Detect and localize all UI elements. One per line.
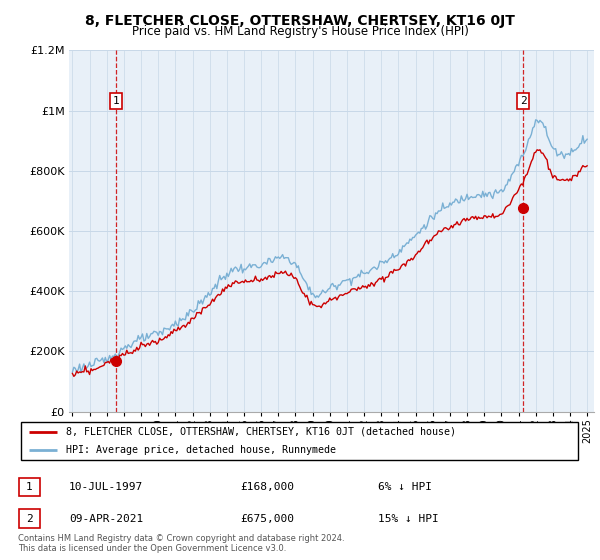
Text: £168,000: £168,000 [240, 482, 294, 492]
Text: HPI: Average price, detached house, Runnymede: HPI: Average price, detached house, Runn… [66, 445, 336, 455]
Text: 15% ↓ HPI: 15% ↓ HPI [378, 514, 439, 524]
Text: Price paid vs. HM Land Registry's House Price Index (HPI): Price paid vs. HM Land Registry's House … [131, 25, 469, 38]
Text: 6% ↓ HPI: 6% ↓ HPI [378, 482, 432, 492]
Text: 8, FLETCHER CLOSE, OTTERSHAW, CHERTSEY, KT16 0JT (detached house): 8, FLETCHER CLOSE, OTTERSHAW, CHERTSEY, … [66, 427, 456, 437]
Text: 09-APR-2021: 09-APR-2021 [69, 514, 143, 524]
Text: 1: 1 [26, 482, 33, 492]
FancyBboxPatch shape [19, 510, 40, 528]
Text: £675,000: £675,000 [240, 514, 294, 524]
FancyBboxPatch shape [21, 422, 578, 460]
FancyBboxPatch shape [19, 478, 40, 496]
Text: Contains HM Land Registry data © Crown copyright and database right 2024.
This d: Contains HM Land Registry data © Crown c… [18, 534, 344, 553]
Text: 1: 1 [112, 96, 119, 106]
Text: 10-JUL-1997: 10-JUL-1997 [69, 482, 143, 492]
Text: 8, FLETCHER CLOSE, OTTERSHAW, CHERTSEY, KT16 0JT: 8, FLETCHER CLOSE, OTTERSHAW, CHERTSEY, … [85, 14, 515, 28]
Text: 2: 2 [26, 514, 33, 524]
Text: 2: 2 [520, 96, 527, 106]
